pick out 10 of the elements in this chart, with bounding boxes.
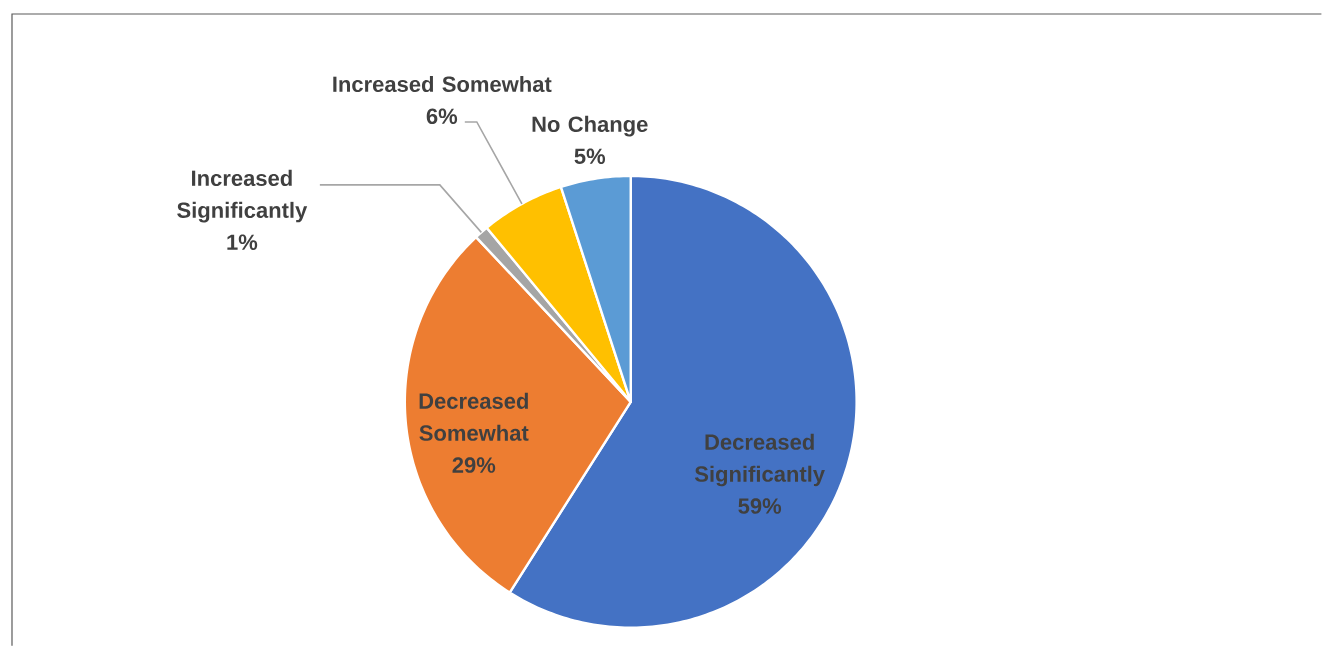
- slice-label: Increased Significantly: [177, 169, 308, 223]
- data-label: 5%: [574, 148, 606, 164]
- slice-label: No Change: [532, 115, 648, 137]
- slice-label: Decreased Somewhat: [419, 392, 529, 441]
- slice-label: Increased Somewhat: [333, 75, 552, 92]
- data-label: 6%: [426, 108, 458, 124]
- data-label: 1%: [227, 234, 258, 250]
- data-label: 59%: [738, 498, 782, 514]
- data-label: 29%: [452, 457, 496, 473]
- slice-label: Decreased Significantly: [694, 433, 825, 487]
